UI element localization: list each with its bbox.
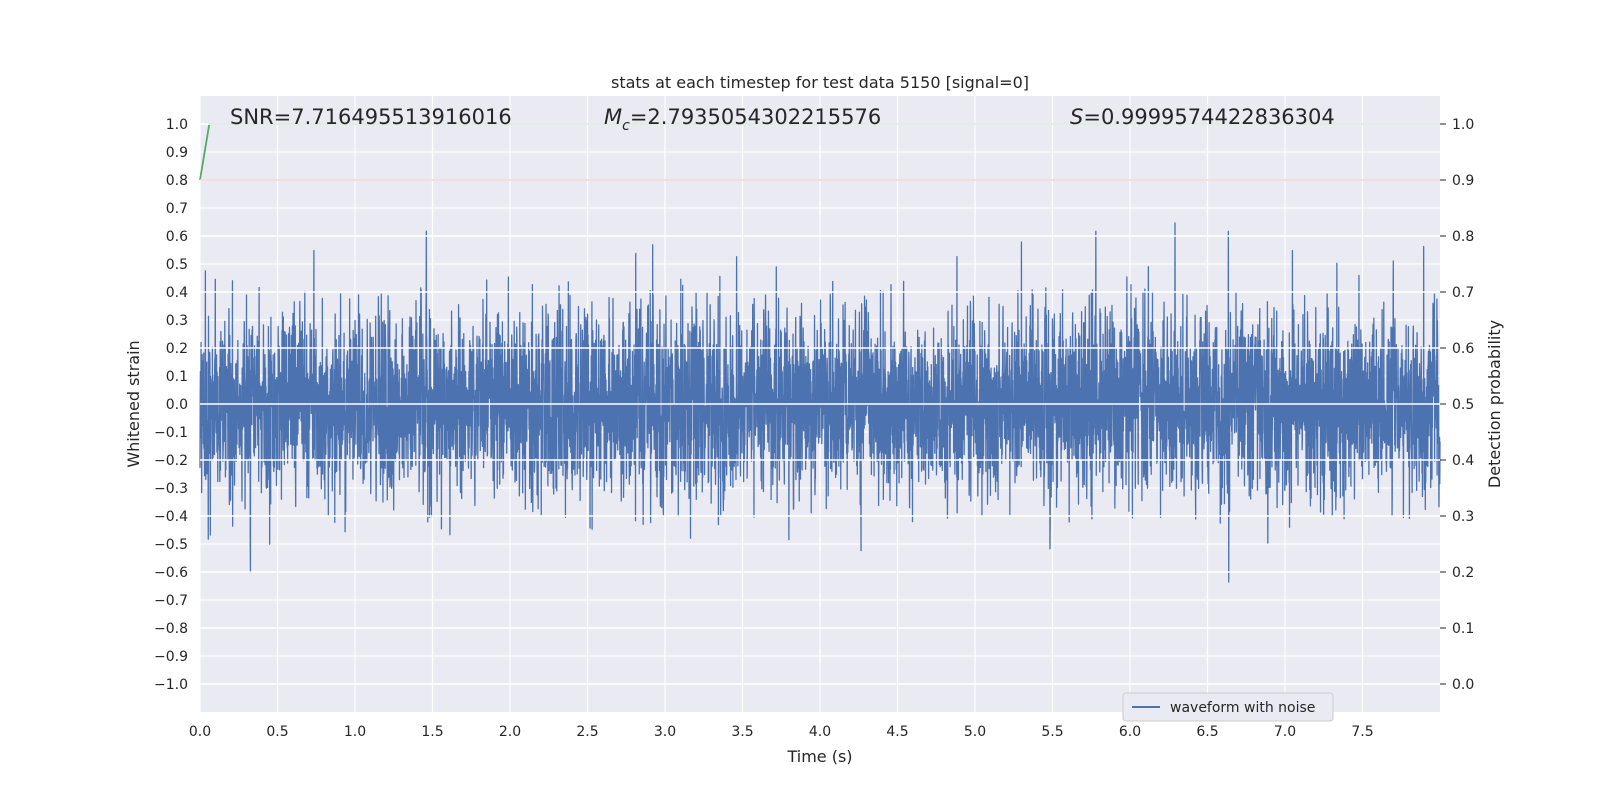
x-tick-label: 0.5 (266, 724, 288, 740)
x-tick-label: 1.0 (344, 724, 366, 740)
y-gridlines-overlay (200, 123, 1440, 685)
annotation-mc-value: =2.7935054302215576 (630, 105, 881, 129)
y-tick-label: −0.7 (154, 593, 188, 609)
y-tick-label: 0.1 (166, 369, 188, 385)
y-right-tick-label: 0.5 (1452, 397, 1474, 413)
legend-box (1122, 692, 1334, 722)
annotation-snr: SNR=7.716495513916016 (230, 105, 512, 129)
y-tick-label: 0.3 (166, 313, 188, 329)
y-tick-label: −0.9 (154, 649, 188, 665)
x-tick-label: 7.5 (1351, 724, 1373, 740)
y-tick-label: −0.5 (154, 537, 188, 553)
y-tick-label: 0.4 (166, 285, 188, 301)
legend-label: waveform with noise (1170, 700, 1315, 716)
x-tick-label: 6.5 (1196, 724, 1218, 740)
y-right-axis-label: Detection probability (1485, 320, 1504, 488)
x-axis-ticks: 0.0 0.5 1.0 1.5 2.0 2.5 3.0 3.5 4.0 4.5 5.0 5.5 6.0 6… (189, 724, 1374, 740)
y-tick-label: −1.0 (154, 677, 188, 693)
legend: waveform with noise (1122, 692, 1334, 722)
y-tick-label: 0.2 (166, 341, 188, 357)
annotation-mc-subscript: c (622, 118, 630, 134)
y-tick-label: 0.8 (166, 173, 188, 189)
annotation-mc-symbol: M (604, 105, 622, 129)
y-tick-label: −0.3 (154, 481, 188, 497)
y-axis-label: Whitened strain (124, 340, 143, 467)
x-tick-label: 6.0 (1119, 724, 1141, 740)
x-axis-label: Time (s) (786, 747, 852, 766)
x-tick-label: 0.0 (189, 724, 211, 740)
y-tick-label: 0.7 (166, 201, 188, 217)
x-tick-label: 4.0 (809, 724, 831, 740)
y-tick-label: 0.5 (166, 257, 188, 273)
y-right-tick-label: 1.0 (1452, 117, 1474, 133)
y-tick-label: −0.4 (154, 509, 188, 525)
waveform-series (199, 222, 1441, 583)
annotation-s-symbol: S (1070, 105, 1083, 129)
y-tick-label: 0.9 (166, 145, 188, 161)
x-tick-label: 4.5 (886, 724, 908, 740)
y-right-tick-label: 0.8 (1452, 229, 1474, 245)
x-tick-label: 3.5 (731, 724, 753, 740)
y-right-tick-label: 0.4 (1452, 453, 1474, 469)
y-right-tick-label: 0.9 (1452, 173, 1474, 189)
y-tick-label: −0.8 (154, 621, 188, 637)
x-tick-label: 2.5 (576, 724, 598, 740)
y-tick-label: 0.0 (166, 397, 188, 413)
chart-title: stats at each timestep for test data 515… (611, 73, 1029, 92)
annotation-s: S=0.9999574422836304 (1070, 105, 1335, 129)
x-tick-label: 2.0 (499, 724, 521, 740)
y-right-axis-ticks: 1.0 0.9 0.8 0.7 0.6 0.5 0.4 0.3 0.2 0.1 0.0 (1440, 117, 1474, 693)
y-right-tick-label: 0.3 (1452, 509, 1474, 525)
y-tick-label: 1.0 (166, 117, 188, 133)
y-tick-label: 0.6 (166, 229, 188, 245)
y-tick-label: −0.2 (154, 453, 188, 469)
x-tick-label: 5.0 (964, 724, 986, 740)
y-right-tick-label: 0.1 (1452, 621, 1474, 637)
annotation-s-value: =0.9999574422836304 (1083, 105, 1334, 129)
x-tick-label: 7.0 (1274, 724, 1296, 740)
x-tick-label: 3.0 (654, 724, 676, 740)
y-right-tick-label: 0.7 (1452, 285, 1474, 301)
annotation-mc: Mc=2.7935054302215576 (604, 105, 881, 134)
y-axis-ticks: 1.0 0.9 0.8 0.7 0.6 0.5 0.4 0.3 0.2 0.1 0.0 −0.1 −0.… (154, 117, 188, 693)
x-tick-label: 1.5 (421, 724, 443, 740)
y-tick-label: −0.6 (154, 565, 188, 581)
y-right-tick-label: 0.0 (1452, 677, 1474, 693)
y-right-tick-label: 0.6 (1452, 341, 1474, 357)
y-tick-label: −0.1 (154, 425, 188, 441)
x-tick-label: 5.5 (1041, 724, 1063, 740)
y-right-tick-label: 0.2 (1452, 565, 1474, 581)
waveform-line (199, 222, 1441, 583)
